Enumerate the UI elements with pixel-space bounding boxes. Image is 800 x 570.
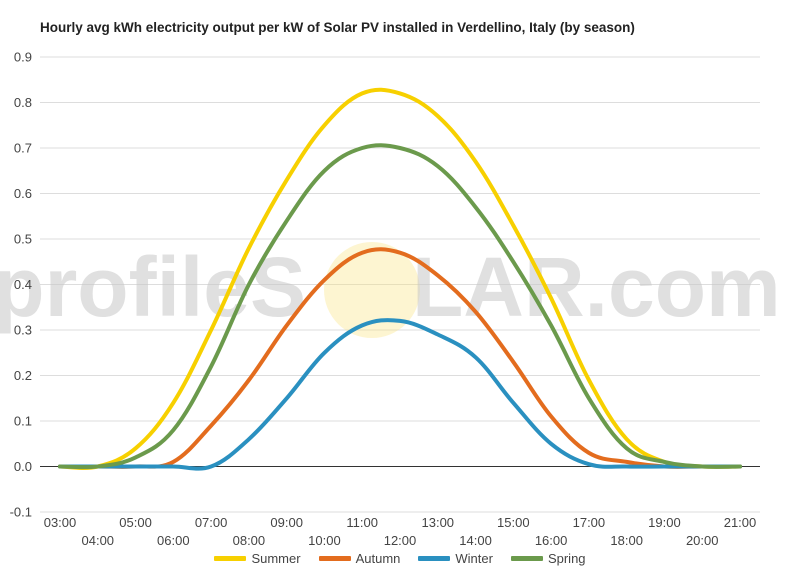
y-tick-label: 0.1	[14, 414, 32, 429]
chart-title: Hourly avg kWh electricity output per kW…	[40, 20, 635, 35]
legend: Summer Autumn Winter Spring	[0, 548, 800, 568]
legend-label: Summer	[251, 550, 301, 566]
legend-item-autumn[interactable]: Autumn	[318, 550, 401, 566]
legend-item-spring[interactable]: Spring	[510, 550, 586, 566]
y-tick-label: 0.9	[14, 50, 32, 65]
watermark-text-right: LAR.com	[412, 240, 781, 334]
legend-label: Autumn	[355, 550, 401, 566]
x-tick-label: 11:00	[346, 515, 378, 530]
y-tick-label: 0.2	[14, 368, 32, 383]
series-line-winter	[58, 318, 742, 471]
legend-swatch	[510, 555, 543, 561]
y-tick-label: 0.7	[14, 141, 32, 156]
y-tick-label: -0.1	[10, 505, 32, 520]
y-tick-label: 0.4	[14, 277, 32, 292]
series-line-summer	[58, 87, 742, 470]
y-axis-ticks: 0.9 0.8 0.7 0.6 0.5 0.4 0.3 0.2 0.1 0.0 -0.1	[10, 50, 32, 520]
series-line-spring	[58, 143, 742, 470]
x-tick-label: 06:00	[157, 533, 190, 545]
x-tick-label: 04:00	[82, 533, 115, 545]
series-line-autumn	[58, 247, 742, 469]
x-tick-label: 15:00	[497, 515, 530, 530]
legend-item-winter[interactable]: Winter	[418, 551, 493, 566]
legend-swatch	[418, 555, 451, 561]
series-layer	[58, 87, 742, 471]
x-tick-label: 16:00	[535, 533, 568, 545]
x-tick-label: 09:00	[270, 515, 303, 530]
x-tick-label: 03:00	[44, 515, 77, 530]
x-tick-label: 18:00	[610, 533, 643, 545]
watermark: profileS LAR.com	[0, 240, 781, 338]
y-tick-label: 0.0	[14, 459, 32, 474]
legend-label: Winter	[455, 550, 493, 566]
y-tick-label: 0.5	[14, 232, 32, 247]
x-tick-label: 19:00	[648, 515, 681, 530]
plot-area: profileS LAR.com 0.90.80.70.60.50.40.30.…	[0, 50, 781, 546]
watermark-text-left: profileS	[0, 240, 306, 334]
y-tick-label: 0.6	[14, 186, 32, 201]
x-tick-label: 14:00	[459, 533, 492, 545]
legend-swatch	[318, 555, 351, 561]
x-tick-label: 07:00	[195, 515, 228, 530]
x-tick-label: 05:00	[119, 515, 152, 530]
x-tick-label: 12:00	[384, 533, 417, 545]
legend-swatch	[214, 555, 247, 561]
y-tick-label: 0.3	[14, 323, 32, 338]
y-tick-label: 0.8	[14, 95, 32, 110]
x-axis-ticks: 03:00 04:00 05:00 06:00 07:00 08:00 09:00 10:00…	[44, 515, 757, 545]
x-tick-label: 21:00	[724, 515, 757, 530]
x-tick-label: 20:00	[686, 533, 719, 545]
watermark-sun-icon	[324, 242, 420, 338]
x-tick-label: 17:00	[573, 515, 606, 530]
x-tick-label: 08:00	[233, 533, 266, 545]
legend-label: Spring	[547, 550, 586, 566]
x-tick-label: 13:00	[422, 515, 455, 530]
legend-item-summer[interactable]: Summer	[214, 550, 301, 566]
x-tick-label: 10:00	[308, 533, 341, 545]
